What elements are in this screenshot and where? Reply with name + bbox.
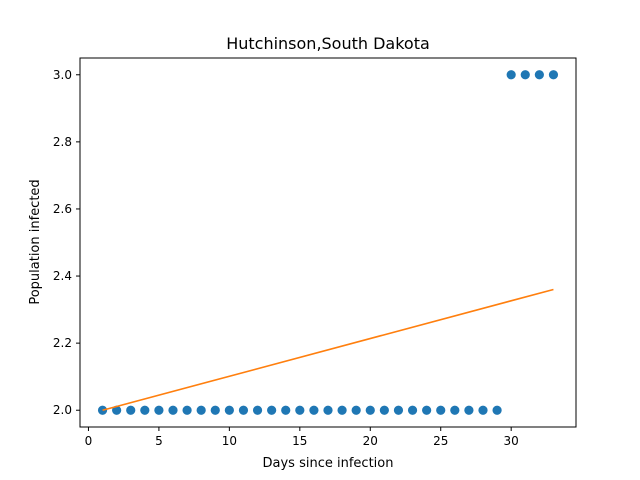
data-point bbox=[478, 405, 488, 415]
data-point bbox=[422, 405, 432, 415]
data-point bbox=[464, 405, 474, 415]
data-point bbox=[267, 405, 277, 415]
plot-area bbox=[97, 70, 559, 415]
data-point bbox=[379, 405, 389, 415]
data-point bbox=[126, 405, 136, 415]
y-tick-label: 2.8 bbox=[53, 135, 72, 149]
y-tick-label: 2.0 bbox=[53, 403, 72, 417]
data-point bbox=[407, 405, 418, 415]
data-point bbox=[337, 405, 347, 415]
x-tick-label: 0 bbox=[85, 434, 93, 448]
trend-line bbox=[102, 288, 554, 412]
data-point bbox=[224, 405, 234, 415]
data-point bbox=[309, 405, 319, 415]
data-point bbox=[252, 405, 263, 415]
data-point bbox=[182, 405, 192, 415]
y-tick-label: 2.4 bbox=[53, 269, 72, 283]
data-point bbox=[140, 405, 150, 415]
data-point bbox=[520, 70, 530, 80]
x-axis-label: Days since infection bbox=[263, 456, 394, 471]
data-point bbox=[436, 405, 446, 415]
y-tick-label: 3.0 bbox=[53, 68, 72, 82]
data-point bbox=[281, 405, 291, 415]
data-point bbox=[112, 405, 122, 415]
data-point bbox=[506, 70, 516, 80]
data-point bbox=[534, 70, 544, 80]
data-point bbox=[365, 405, 375, 415]
data-point bbox=[351, 405, 361, 415]
data-point bbox=[196, 405, 206, 415]
y-axis: 2.0 2.2 2.4 2.6 2.8 3.0 bbox=[53, 68, 80, 417]
y-tick-label: 2.2 bbox=[53, 336, 72, 350]
data-point bbox=[295, 405, 305, 415]
x-axis: 0 5 10 15 20 25 30 bbox=[85, 427, 519, 448]
y-tick-label: 2.6 bbox=[53, 202, 72, 216]
data-point bbox=[450, 405, 460, 415]
x-tick-label: 25 bbox=[433, 434, 448, 448]
data-point bbox=[238, 405, 249, 415]
chart-title: Hutchinson,South Dakota bbox=[226, 34, 430, 53]
data-point bbox=[210, 405, 220, 415]
data-point bbox=[154, 405, 164, 415]
x-tick-label: 5 bbox=[155, 434, 163, 448]
x-tick-label: 20 bbox=[363, 434, 378, 448]
data-point bbox=[393, 405, 404, 415]
y-axis-label: Population infected bbox=[28, 179, 43, 304]
x-tick-label: 10 bbox=[222, 434, 237, 448]
x-tick-label: 30 bbox=[504, 434, 519, 448]
data-point bbox=[323, 405, 333, 415]
data-point bbox=[168, 405, 178, 415]
plot-frame bbox=[79, 57, 577, 428]
data-point bbox=[548, 70, 559, 80]
x-tick-label: 15 bbox=[292, 434, 307, 448]
data-point bbox=[492, 405, 502, 415]
